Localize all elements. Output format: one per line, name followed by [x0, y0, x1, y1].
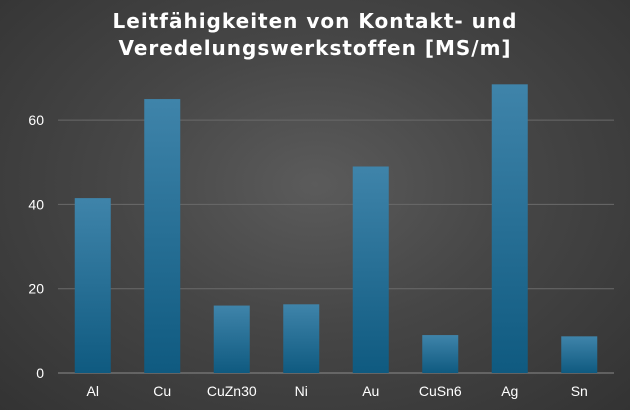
- bar: [74, 198, 111, 373]
- x-tick-label: Al: [87, 383, 99, 399]
- chart-title: Leitfähigkeiten von Kontakt- und Veredel…: [0, 8, 630, 62]
- chart-title-line-1: Leitfähigkeiten von Kontakt- und: [112, 9, 518, 33]
- y-tick-label: 40: [28, 196, 44, 212]
- x-tick-label: CuZn30: [207, 383, 257, 399]
- x-tick-label: Ni: [295, 383, 308, 399]
- x-tick-label: Ag: [501, 383, 518, 399]
- bar: [144, 99, 181, 374]
- chart-title-line-2: Veredelungswerkstoffen [MS/m]: [118, 36, 512, 60]
- bar: [352, 166, 389, 373]
- bar: [561, 336, 598, 373]
- x-tick-label: Sn: [571, 383, 588, 399]
- x-tick-label: CuSn6: [419, 383, 462, 399]
- bar: [491, 84, 528, 374]
- bar: [213, 305, 250, 373]
- y-tick-label: 60: [28, 112, 44, 128]
- x-tick-label: Au: [362, 383, 379, 399]
- y-tick-label: 0: [36, 365, 44, 381]
- y-tick-label: 20: [28, 281, 44, 297]
- x-tick-label: Cu: [153, 383, 171, 399]
- bar: [422, 335, 459, 373]
- bar: [283, 304, 320, 373]
